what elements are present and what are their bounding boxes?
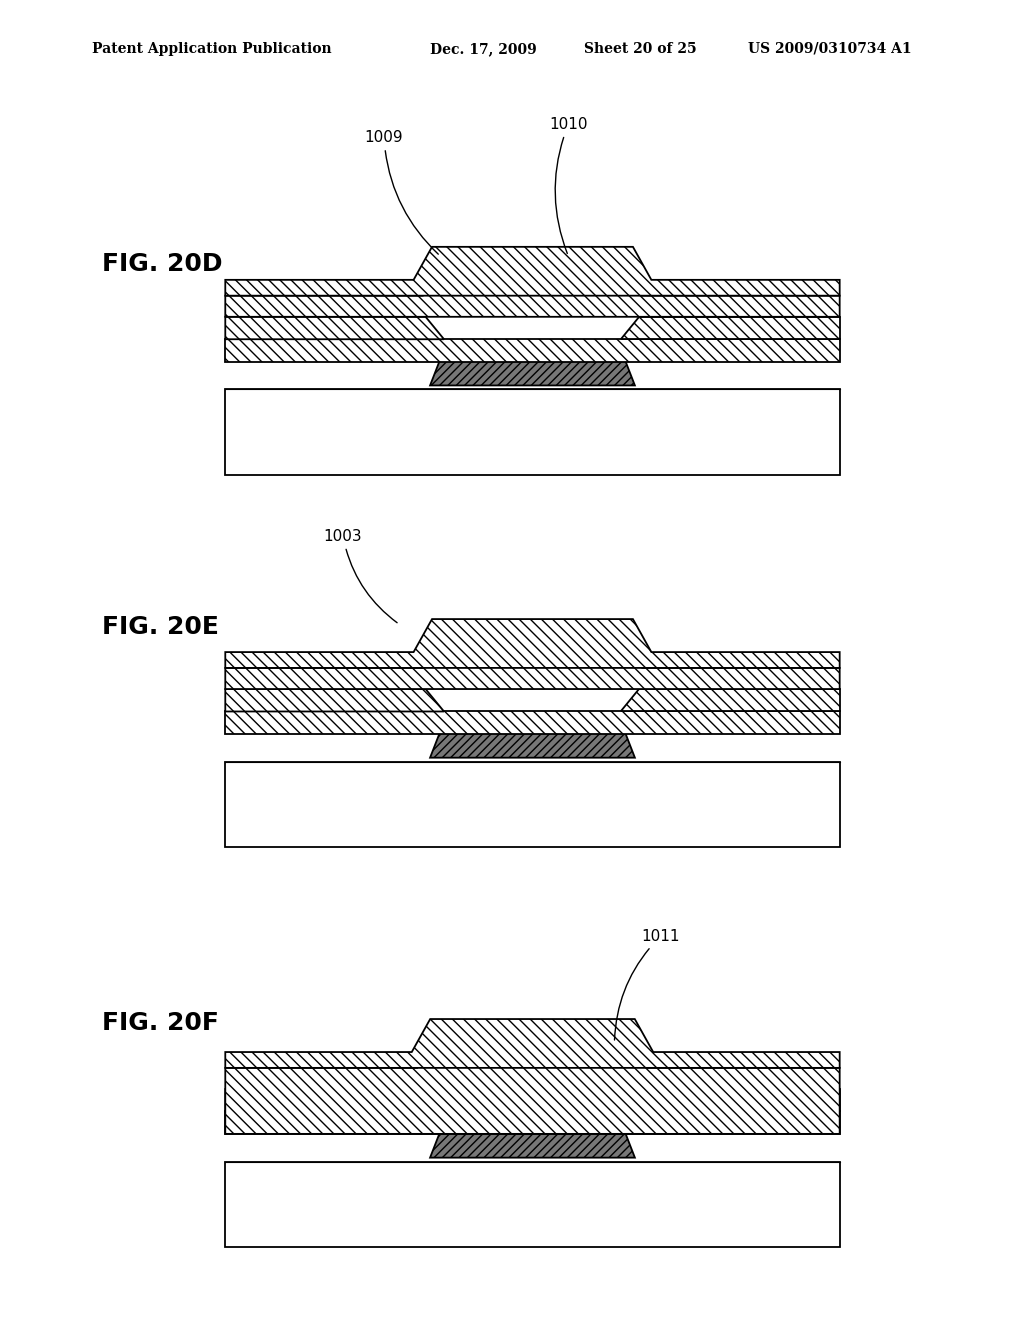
Bar [225, 1162, 840, 1247]
Text: Sheet 20 of 25: Sheet 20 of 25 [584, 42, 696, 55]
Polygon shape [225, 1035, 840, 1134]
Text: US 2009/0310734 A1: US 2009/0310734 A1 [748, 42, 911, 55]
Polygon shape [225, 1019, 840, 1068]
Polygon shape [430, 1131, 635, 1158]
Bar [225, 762, 840, 847]
Text: 1010: 1010 [549, 117, 588, 253]
Text: FIG. 20E: FIG. 20E [102, 615, 219, 639]
Polygon shape [225, 263, 840, 317]
Polygon shape [621, 689, 840, 711]
Text: FIG. 20F: FIG. 20F [102, 1011, 219, 1035]
Polygon shape [430, 359, 635, 385]
Polygon shape [225, 247, 840, 296]
Polygon shape [225, 711, 840, 734]
Polygon shape [621, 1089, 840, 1111]
Polygon shape [225, 317, 444, 339]
Polygon shape [621, 317, 840, 339]
Text: 1011: 1011 [614, 929, 680, 1040]
Text: FIG. 20D: FIG. 20D [102, 252, 223, 276]
Text: 1009: 1009 [365, 131, 438, 255]
Polygon shape [225, 619, 840, 668]
Text: 1003: 1003 [324, 529, 397, 623]
Polygon shape [225, 1089, 444, 1111]
Polygon shape [225, 339, 840, 362]
Text: Dec. 17, 2009: Dec. 17, 2009 [430, 42, 537, 55]
Bar [225, 389, 840, 475]
Polygon shape [225, 1111, 840, 1134]
Text: Patent Application Publication: Patent Application Publication [92, 42, 332, 55]
Polygon shape [225, 635, 840, 689]
Polygon shape [225, 689, 444, 711]
Polygon shape [430, 731, 635, 758]
